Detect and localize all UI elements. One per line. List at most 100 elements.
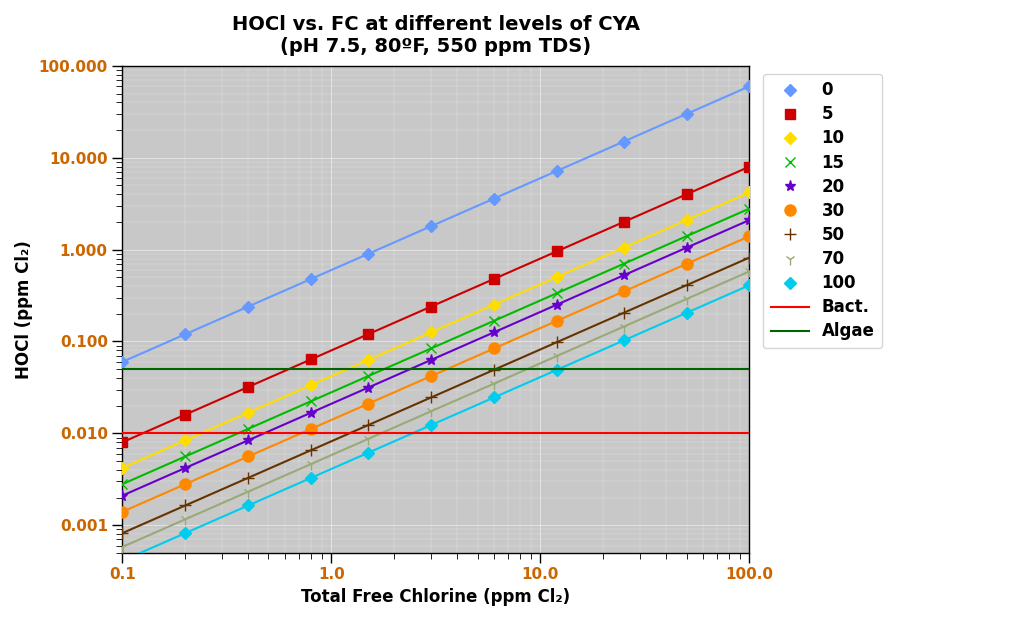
0 <box>362 250 374 258</box>
20 <box>618 271 630 279</box>
50 <box>681 281 693 289</box>
0 <box>681 110 693 117</box>
20 <box>551 301 563 309</box>
0 <box>179 330 191 338</box>
70 <box>116 543 128 551</box>
Line: 10: 10 <box>118 188 754 472</box>
15 <box>242 425 254 433</box>
Line: 20: 20 <box>117 214 755 501</box>
50 <box>362 422 374 429</box>
30 <box>744 232 756 240</box>
5 <box>425 303 437 310</box>
10 <box>425 329 437 336</box>
50 <box>618 309 630 317</box>
5 <box>116 438 128 446</box>
70 <box>744 268 756 275</box>
20 <box>305 409 317 416</box>
10 <box>551 273 563 281</box>
10 <box>488 301 500 309</box>
15 <box>744 205 756 212</box>
15 <box>179 453 191 460</box>
70 <box>618 323 630 330</box>
50 <box>425 394 437 401</box>
10 <box>362 356 374 364</box>
15 <box>618 260 630 268</box>
10 <box>305 381 317 389</box>
100 <box>744 281 756 289</box>
0 <box>618 138 630 145</box>
15 <box>551 289 563 297</box>
70 <box>362 435 374 443</box>
30 <box>618 288 630 295</box>
10 <box>242 409 254 416</box>
0 <box>488 195 500 202</box>
70 <box>551 352 563 360</box>
10 <box>179 437 191 444</box>
5 <box>179 411 191 419</box>
50 <box>744 254 756 261</box>
15 <box>425 345 437 352</box>
50 <box>242 474 254 481</box>
10 <box>116 465 128 472</box>
Y-axis label: HOCl (ppm Cl₂): HOCl (ppm Cl₂) <box>15 240 33 379</box>
50 <box>488 366 500 373</box>
5 <box>488 275 500 283</box>
0 <box>305 275 317 283</box>
15 <box>116 481 128 488</box>
70 <box>305 460 317 468</box>
20 <box>362 384 374 391</box>
50 <box>179 502 191 509</box>
0 <box>744 83 756 90</box>
30 <box>488 345 500 352</box>
100 <box>242 502 254 509</box>
5 <box>744 163 756 170</box>
20 <box>242 437 254 444</box>
Line: 30: 30 <box>117 230 755 517</box>
Algae <box>325 365 338 373</box>
5 <box>618 218 630 225</box>
70 <box>425 407 437 415</box>
20 <box>116 492 128 499</box>
30 <box>551 317 563 325</box>
100 <box>305 474 317 481</box>
20 <box>744 216 756 224</box>
Bact. <box>325 430 338 437</box>
30 <box>681 260 693 268</box>
20 <box>425 356 437 364</box>
70 <box>488 380 500 388</box>
0 <box>551 167 563 175</box>
20 <box>488 329 500 336</box>
5 <box>305 356 317 363</box>
70 <box>681 295 693 302</box>
20 <box>681 244 693 252</box>
0 <box>425 222 437 230</box>
Line: 70: 70 <box>117 266 755 553</box>
30 <box>116 508 128 515</box>
100 <box>551 366 563 373</box>
Line: 15: 15 <box>118 204 754 489</box>
5 <box>242 383 254 391</box>
Line: 50: 50 <box>117 252 755 538</box>
15 <box>681 232 693 240</box>
30 <box>242 453 254 460</box>
15 <box>488 317 500 325</box>
100 <box>488 394 500 401</box>
5 <box>681 191 693 198</box>
10 <box>618 244 630 252</box>
70 <box>179 515 191 523</box>
100 <box>681 309 693 317</box>
100 <box>179 529 191 537</box>
50 <box>305 446 317 454</box>
50 <box>551 338 563 346</box>
20 <box>179 465 191 472</box>
100 <box>362 449 374 456</box>
X-axis label: Total Free Chlorine (ppm Cl₂): Total Free Chlorine (ppm Cl₂) <box>302 588 570 606</box>
0 <box>242 303 254 310</box>
30 <box>179 481 191 488</box>
100 <box>618 337 630 344</box>
10 <box>744 189 756 196</box>
Line: 100: 100 <box>118 281 754 565</box>
10 <box>681 216 693 224</box>
Title: HOCl vs. FC at different levels of CYA
(pH 7.5, 80ºF, 550 ppm TDS): HOCl vs. FC at different levels of CYA (… <box>232 15 639 56</box>
100 <box>425 422 437 429</box>
